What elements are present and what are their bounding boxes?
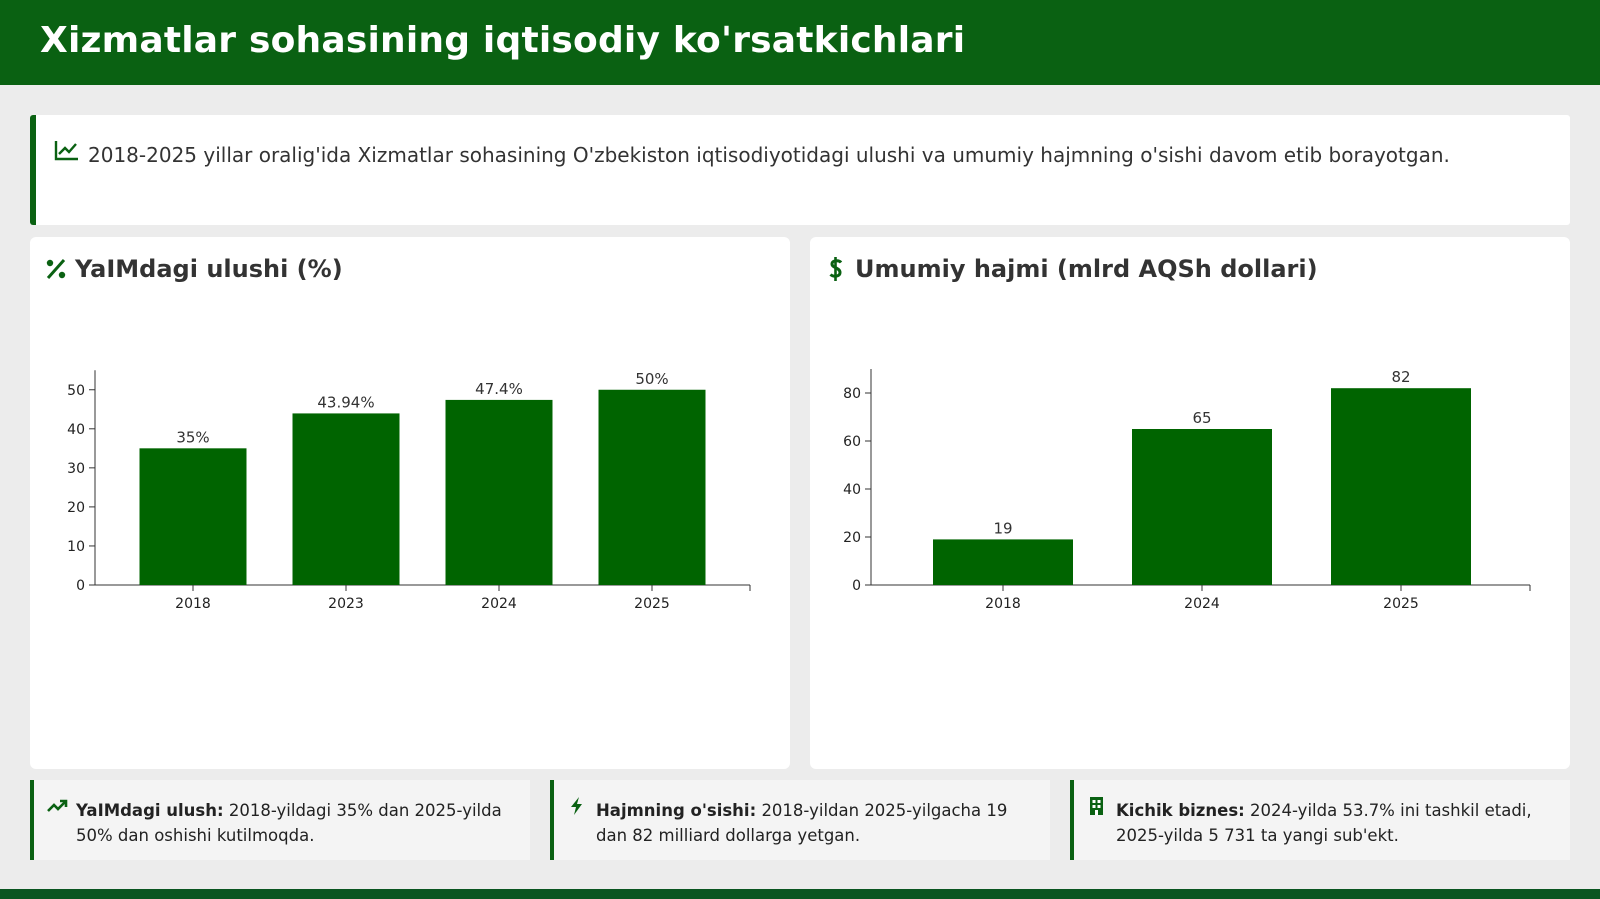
- bar-2018: [139, 448, 247, 585]
- y-tick-label: 40: [843, 482, 861, 498]
- bar-2025: [598, 389, 706, 585]
- info-card-body: 2024-yilda 53.7% ini tashkil etadi, 2025…: [1116, 801, 1532, 845]
- y-tick-label: 0: [76, 578, 85, 594]
- x-tick-label: 2018: [175, 596, 211, 612]
- chart-panel-gdp-share: YaIMdagi ulushi (%) 0 10 20 30 40 50 35% 2018 43…: [30, 237, 790, 769]
- info-card-gdp-share: YaIMdagi ulush: 2018-yildagi 35% dan 202…: [30, 780, 530, 860]
- bar-value-label: 65: [1192, 409, 1211, 427]
- info-card-text: Kichik biznes: 2024-yilda 53.7% ini tash…: [1116, 798, 1556, 848]
- info-card-text: Hajmning o'sishi: 2018-yildan 2025-yilga…: [596, 798, 1036, 848]
- y-tick-label: 0: [852, 578, 861, 594]
- lightning-icon: [571, 797, 582, 815]
- line-chart-icon: [54, 141, 78, 161]
- building-icon: [1090, 797, 1103, 815]
- y-tick-label: 20: [843, 530, 861, 546]
- header-bar: Xizmatlar sohasining iqtisodiy ko'rsatki…: [0, 0, 1600, 85]
- info-card-volume-growth: Hajmning o'sishi: 2018-yildan 2025-yilga…: [550, 780, 1050, 860]
- chart-title-gdp-share: YaIMdagi ulushi (%): [75, 255, 343, 283]
- total-volume-bar-chart: 0 20 40 60 80 19 2018 65 2024 82 2025: [843, 368, 1531, 612]
- x-tick-label: 2023: [328, 596, 364, 612]
- chart-panel-total-volume: Umumiy hajmi (mlrd AQSh dollari) 0 20 40 60…: [810, 237, 1570, 769]
- y-tick-label: 50: [67, 383, 85, 399]
- y-tick-label: 40: [67, 422, 85, 438]
- y-tick-label: 60: [843, 434, 861, 450]
- x-tick-label: 2024: [1184, 596, 1220, 612]
- gdp-share-bar-chart: 0 10 20 30 40 50 35% 2018 43.94% 2023 47.4% 2024 50%…: [67, 370, 751, 612]
- bar-value-label: 35%: [176, 428, 209, 446]
- info-card-label: YaIMdagi ulush:: [76, 801, 224, 820]
- footer-bar: [0, 889, 1600, 899]
- y-tick-label: 30: [67, 461, 85, 477]
- info-card-body: 2018-yildan 2025-yilgacha 19 dan 82 mill…: [596, 801, 1008, 845]
- bar-2018: [933, 539, 1073, 585]
- y-tick-label: 80: [843, 386, 861, 402]
- chart-title-total-volume: Umumiy hajmi (mlrd AQSh dollari): [855, 255, 1318, 283]
- x-tick-label: 2018: [985, 596, 1021, 612]
- bar-value-label: 50%: [635, 370, 668, 388]
- bar-2023: [292, 413, 400, 585]
- dollar-icon: [829, 257, 843, 281]
- x-tick-label: 2025: [1383, 596, 1419, 612]
- info-card-label: Kichik biznes:: [1116, 801, 1245, 820]
- x-tick-label: 2024: [481, 596, 517, 612]
- intro-box: 2018-2025 yillar oralig'ida Xizmatlar so…: [30, 115, 1570, 225]
- info-card-label: Hajmning o'sishi:: [596, 801, 757, 820]
- info-card-small-business: Kichik biznes: 2024-yilda 53.7% ini tash…: [1070, 780, 1570, 860]
- bar-2025: [1331, 388, 1471, 585]
- info-card-body: 2018-yildagi 35% dan 2025-yilda 50% dan …: [76, 801, 502, 845]
- page-title: Xizmatlar sohasining iqtisodiy ko'rsatki…: [40, 20, 966, 61]
- info-card-text: YaIMdagi ulush: 2018-yildagi 35% dan 202…: [76, 798, 516, 848]
- intro-text: 2018-2025 yillar oralig'ida Xizmatlar so…: [88, 143, 1450, 167]
- bar-value-label: 82: [1391, 368, 1410, 386]
- bar-value-label: 19: [993, 519, 1012, 537]
- bar-2024: [1132, 429, 1272, 585]
- bar-2024: [445, 399, 553, 585]
- y-tick-label: 10: [67, 539, 85, 555]
- bar-value-label: 43.94%: [317, 393, 374, 411]
- percent-icon: [46, 259, 66, 279]
- y-tick-label: 20: [67, 500, 85, 516]
- x-tick-label: 2025: [634, 596, 670, 612]
- trend-up-icon: [47, 799, 68, 812]
- bar-value-label: 47.4%: [475, 380, 523, 398]
